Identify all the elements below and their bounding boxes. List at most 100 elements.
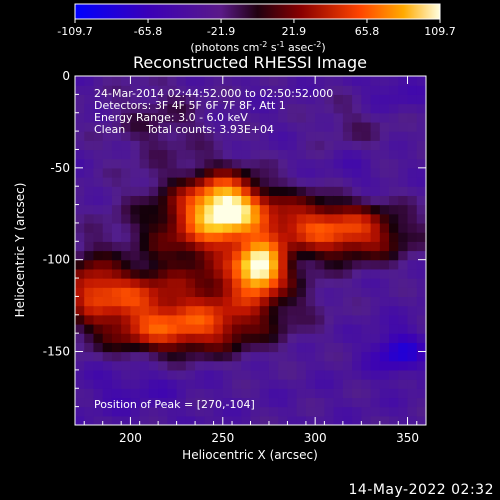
heatmap-cell — [130, 94, 141, 105]
heatmap-cell — [185, 121, 196, 132]
heatmap-cell — [287, 296, 298, 307]
heatmap-cell — [102, 131, 113, 141]
heatmap-cell — [93, 342, 104, 353]
heatmap-cell — [121, 305, 132, 316]
heatmap-cell — [259, 259, 270, 270]
heatmap-cell — [352, 85, 362, 95]
heatmap-cell — [75, 314, 85, 325]
heatmap-cell — [268, 222, 279, 233]
heatmap-cell — [250, 287, 261, 298]
heatmap-cell — [278, 323, 289, 334]
heatmap-cell — [176, 333, 187, 343]
heatmap-cell — [416, 296, 426, 307]
heatmap-cell — [84, 342, 95, 353]
heatmap-cell — [259, 268, 270, 279]
heatmap-cell — [139, 85, 150, 95]
heatmap-cell — [111, 397, 122, 408]
heatmap-cell — [102, 278, 113, 288]
heatmap-cell — [93, 131, 104, 141]
heatmap-cell — [167, 131, 178, 141]
heatmap-cell — [241, 250, 252, 261]
heatmap-cell — [111, 268, 122, 279]
heatmap-cell — [278, 76, 289, 86]
heatmap-cell — [204, 121, 215, 132]
heatmap-cell — [176, 121, 187, 132]
heatmap-cell — [185, 250, 196, 261]
heatmap-cell — [398, 241, 409, 252]
heatmap-cell — [370, 213, 381, 224]
heatmap-cell — [93, 177, 104, 187]
heatmap-cell — [315, 167, 325, 178]
heatmap-cell — [407, 287, 418, 298]
heatmap-cell — [259, 415, 270, 425]
heatmap-cell — [93, 351, 104, 362]
heatmap-cell — [407, 397, 418, 408]
heatmap-cell — [250, 342, 261, 353]
heatmap-cell — [324, 112, 335, 123]
heatmap-cell — [407, 222, 418, 233]
heatmap-cell — [241, 360, 252, 371]
heatmap-cell — [259, 167, 270, 178]
heatmap-cell — [176, 232, 187, 242]
heatmap-cell — [139, 369, 150, 380]
heatmap-cell — [213, 360, 224, 371]
heatmap-cell — [213, 204, 224, 215]
heatmap-cell — [352, 241, 362, 252]
heatmap-cell — [342, 112, 353, 123]
heatmap-cell — [268, 204, 279, 215]
heatmap-cell — [296, 268, 307, 279]
heatmap-cell — [130, 195, 141, 206]
heatmap-cell — [93, 241, 104, 252]
heatmap-cell — [167, 76, 178, 86]
heatmap-cell — [305, 167, 316, 178]
heatmap-cell — [176, 415, 187, 425]
heatmap-cell — [250, 333, 261, 343]
heatmap-cell — [342, 204, 353, 215]
heatmap-cell — [342, 314, 353, 325]
heatmap-cell — [324, 314, 335, 325]
heatmap-cell — [416, 314, 426, 325]
heatmap-cell — [232, 158, 242, 169]
heatmap-cell — [222, 85, 233, 95]
heatmap-cell — [176, 250, 187, 261]
heatmap-cell — [407, 360, 418, 371]
heatmap-cell — [204, 177, 215, 187]
heatmap-cell — [148, 314, 159, 325]
heatmap-cell — [379, 250, 390, 261]
heatmap-cell — [407, 333, 418, 343]
heatmap-cell — [167, 342, 178, 353]
heatmap-cell — [176, 195, 187, 206]
heatmap-cell — [195, 351, 205, 362]
heatmap-cell — [259, 250, 270, 261]
heatmap-cell — [259, 177, 270, 187]
heatmap-cell — [222, 222, 233, 233]
unit-exponent: -2 — [313, 40, 321, 49]
heatmap-cell — [287, 388, 298, 399]
heatmap-cell — [111, 305, 122, 316]
heatmap-cell — [158, 241, 168, 252]
heatmap-cell — [158, 195, 168, 206]
heatmap-cell — [305, 149, 316, 160]
heatmap-cell — [398, 112, 409, 123]
heatmap-cell — [342, 85, 353, 95]
heatmap-cell — [407, 296, 418, 307]
heatmap-cell — [148, 213, 159, 224]
heatmap-cell — [315, 232, 325, 242]
heatmap-cell — [333, 351, 344, 362]
heatmap-cell — [379, 131, 390, 141]
heatmap-cell — [75, 232, 85, 242]
heatmap-cell — [250, 177, 261, 187]
heatmap-cell — [75, 167, 85, 178]
heatmap-cell — [296, 250, 307, 261]
y-tick-label: -100 — [43, 253, 70, 267]
heatmap-cell — [278, 94, 289, 105]
heatmap-cell — [167, 388, 178, 399]
heatmap-cell — [370, 131, 381, 141]
heatmap-cell — [139, 222, 150, 233]
heatmap-cell — [111, 250, 122, 261]
heatmap-cell — [416, 131, 426, 141]
heatmap-cell — [130, 351, 141, 362]
heatmap-cell — [102, 241, 113, 252]
heatmap-cell — [324, 323, 335, 334]
heatmap-cell — [185, 342, 196, 353]
